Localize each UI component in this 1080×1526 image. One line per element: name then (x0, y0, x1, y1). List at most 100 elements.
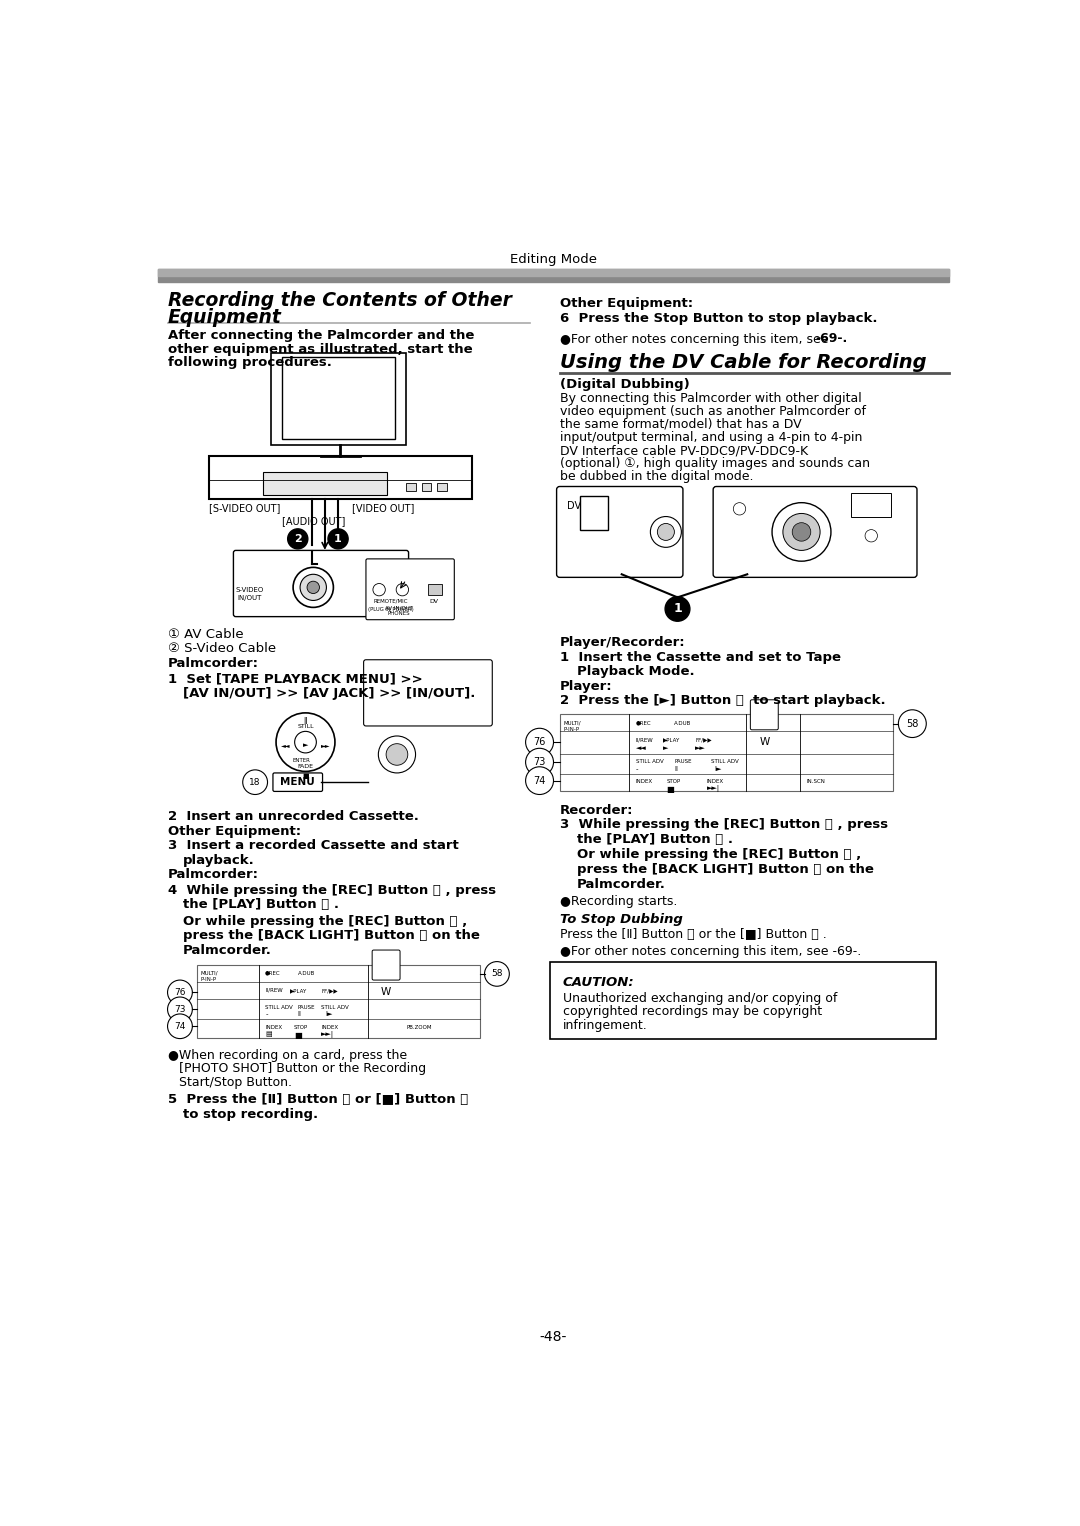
Text: other equipment as illustrated, start the: other equipment as illustrated, start th… (167, 342, 472, 356)
Text: ◄◄: ◄◄ (281, 743, 291, 748)
Bar (282, 357, 394, 439)
Text: ▶PLAY: ▶PLAY (663, 737, 680, 743)
Text: ►►: ►► (321, 743, 330, 748)
Text: 18: 18 (249, 778, 261, 787)
Text: ② S-Video Cable: ② S-Video Cable (167, 642, 275, 655)
Text: W: W (381, 987, 391, 998)
Circle shape (293, 568, 334, 607)
Text: Palmcorder.: Palmcorder. (577, 877, 665, 891)
Text: DV Interface cable PV-DDC9/PV-DDC9-K: DV Interface cable PV-DDC9/PV-DDC9-K (559, 444, 808, 458)
Text: Palmcorder.: Palmcorder. (183, 945, 272, 957)
Text: ① AV Cable: ① AV Cable (167, 629, 243, 641)
Text: Palmcorder:: Palmcorder: (167, 658, 258, 670)
Text: INDEX: INDEX (707, 780, 724, 784)
Circle shape (276, 713, 335, 772)
Text: W: W (759, 737, 769, 748)
Circle shape (300, 574, 326, 600)
Bar (422, 484, 431, 491)
Text: ENTER: ENTER (293, 757, 311, 763)
Text: PAUSE: PAUSE (674, 758, 692, 765)
Text: ●REC: ●REC (266, 971, 281, 975)
Text: 3  Insert a recorded Cassette and start: 3 Insert a recorded Cassette and start (167, 839, 458, 852)
FancyBboxPatch shape (556, 487, 683, 577)
Text: After connecting the Palmcorder and the: After connecting the Palmcorder and the (167, 330, 474, 342)
Text: -: - (636, 766, 638, 772)
Text: II/REW: II/REW (266, 987, 283, 993)
Text: Player/Recorder:: Player/Recorder: (559, 636, 686, 649)
Circle shape (295, 731, 316, 752)
Text: Recording the Contents of Other: Recording the Contents of Other (167, 291, 512, 310)
Bar (559, 714, 893, 792)
Text: [VIDEO OUT]: [VIDEO OUT] (352, 502, 415, 513)
Text: II: II (674, 766, 678, 772)
Text: 73: 73 (174, 1004, 186, 1013)
Text: [AV IN/OUT] >> [AV JACK] >> [IN/OUT].: [AV IN/OUT] >> [AV JACK] >> [IN/OUT]. (183, 687, 475, 700)
Text: -: - (266, 1010, 268, 1016)
Text: II: II (298, 1010, 301, 1016)
Circle shape (733, 502, 745, 514)
Text: press the [BACK LIGHT] Button Ⓕ on the: press the [BACK LIGHT] Button Ⓕ on the (183, 929, 480, 942)
Text: Other Equipment:: Other Equipment: (559, 298, 693, 310)
Text: INDEX: INDEX (636, 780, 652, 784)
Circle shape (287, 530, 308, 549)
Text: copyrighted recordings may be copyright: copyrighted recordings may be copyright (563, 1006, 822, 1018)
Text: the [PLAY] Button Ⓖ .: the [PLAY] Button Ⓖ . (577, 833, 732, 845)
Text: IN/OUT: IN/OUT (238, 595, 261, 601)
Text: 76: 76 (174, 987, 186, 996)
Circle shape (772, 502, 831, 562)
Text: ▶PLAY: ▶PLAY (291, 987, 307, 993)
Circle shape (328, 530, 348, 549)
Text: 4  While pressing the [REC] Button Ⓔ , press: 4 While pressing the [REC] Button Ⓔ , pr… (167, 884, 496, 897)
Circle shape (396, 583, 408, 595)
Circle shape (793, 523, 811, 542)
Text: Start/Stop Button.: Start/Stop Button. (179, 1076, 293, 1090)
Text: Palmcorder:: Palmcorder: (167, 868, 258, 882)
Bar (406, 484, 416, 491)
Text: II: II (303, 717, 308, 726)
Text: 5  Press the [Ⅱ] Button Ⓕ or [■] Button Ⓖ: 5 Press the [Ⅱ] Button Ⓕ or [■] Button Ⓖ (167, 1093, 468, 1106)
Circle shape (650, 516, 681, 548)
Text: 1: 1 (673, 603, 681, 615)
Text: Editing Mode: Editing Mode (510, 253, 597, 266)
Circle shape (865, 530, 877, 542)
Text: REMOTE/MIC: REMOTE/MIC (374, 598, 408, 604)
Text: ●REC: ●REC (636, 720, 651, 725)
Text: (PLUG IN POWER): (PLUG IN POWER) (368, 607, 414, 612)
Text: 6  Press the Stop Button to stop playback.: 6 Press the Stop Button to stop playback… (559, 311, 877, 325)
Circle shape (899, 710, 927, 737)
Text: Press the [Ⅱ] Button Ⓕ or the [■] Button Ⓖ .: Press the [Ⅱ] Button Ⓕ or the [■] Button… (559, 928, 826, 940)
Text: PAUSE: PAUSE (298, 1004, 315, 1010)
Text: [PHOTO SHOT] Button or the Recording: [PHOTO SHOT] Button or the Recording (179, 1062, 427, 1076)
Text: PB.ZOOM: PB.ZOOM (406, 1025, 432, 1030)
Text: DV: DV (567, 501, 581, 511)
Circle shape (378, 736, 416, 774)
FancyBboxPatch shape (364, 659, 492, 726)
Text: (Digital Dubbing): (Digital Dubbing) (559, 378, 689, 391)
Text: (optional) ①, high quality images and sounds can: (optional) ①, high quality images and so… (559, 458, 869, 470)
Text: ►►: ►► (696, 745, 706, 751)
Text: STILL ADV: STILL ADV (636, 758, 663, 765)
Text: To Stop Dubbing: To Stop Dubbing (559, 913, 683, 926)
Circle shape (485, 961, 510, 986)
Bar (437, 484, 446, 491)
Text: ●For other notes concerning this item, see: ●For other notes concerning this item, s… (559, 333, 833, 345)
Circle shape (243, 769, 268, 795)
Text: ►►|: ►►| (321, 1032, 334, 1038)
Text: Or while pressing the [REC] Button Ⓣ ,: Or while pressing the [REC] Button Ⓣ , (183, 914, 468, 928)
FancyBboxPatch shape (580, 496, 608, 530)
Text: Using the DV Cable for Recording: Using the DV Cable for Recording (559, 353, 927, 371)
Text: ▤: ▤ (266, 1032, 272, 1036)
Text: Playback Mode.: Playback Mode. (577, 665, 694, 678)
Text: STILL ADV: STILL ADV (266, 1004, 293, 1010)
Text: input/output terminal, and using a 4-pin to 4-pin: input/output terminal, and using a 4-pin… (559, 430, 862, 444)
Text: Player:: Player: (559, 679, 612, 693)
Text: [AUDIO OUT]: [AUDIO OUT] (282, 516, 346, 526)
Text: -48-: -48- (540, 1331, 567, 1344)
Text: be dubbed in the digital mode.: be dubbed in the digital mode. (559, 470, 753, 484)
FancyBboxPatch shape (373, 951, 400, 980)
Text: ●Recording starts.: ●Recording starts. (559, 894, 677, 908)
Text: A.DUB: A.DUB (674, 720, 691, 725)
FancyBboxPatch shape (551, 963, 936, 1039)
Text: II/REW: II/REW (636, 737, 653, 743)
Text: MENU: MENU (281, 777, 315, 787)
